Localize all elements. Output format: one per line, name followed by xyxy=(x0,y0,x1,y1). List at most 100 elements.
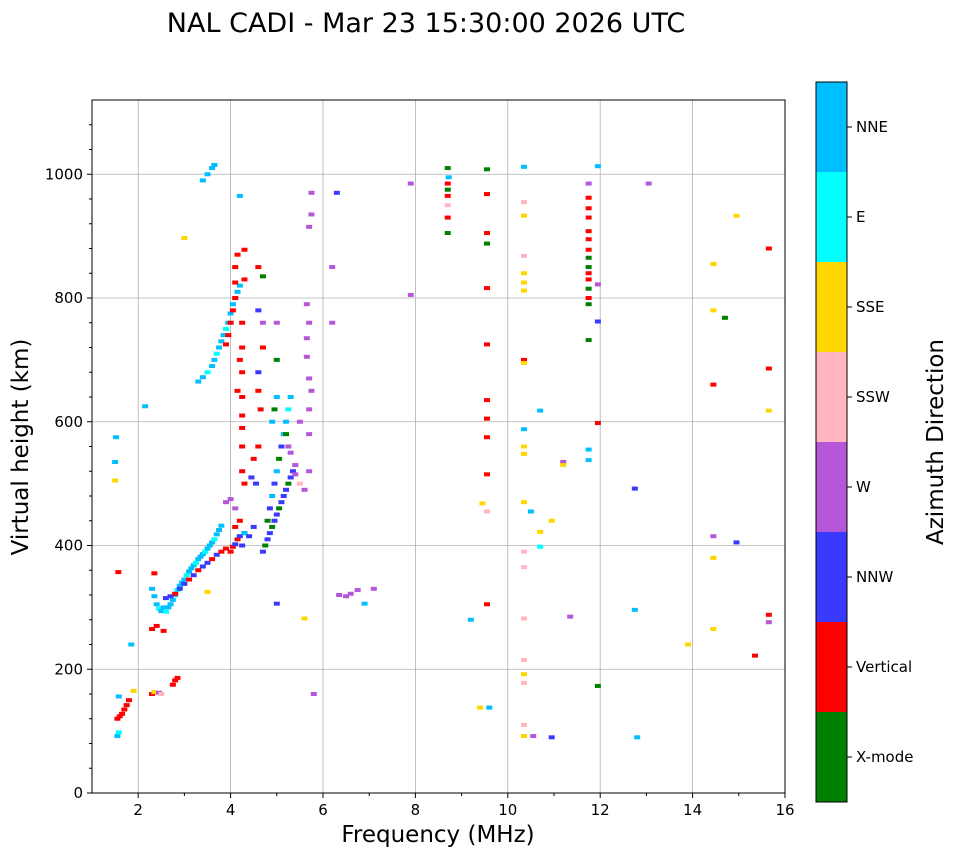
data-point xyxy=(165,605,172,610)
data-point xyxy=(520,616,527,621)
data-point xyxy=(227,497,234,502)
data-point xyxy=(232,542,239,547)
data-point xyxy=(721,315,728,320)
data-point xyxy=(204,589,211,594)
data-point xyxy=(149,586,156,591)
data-point xyxy=(232,280,239,285)
data-point xyxy=(206,543,213,548)
data-point xyxy=(306,407,313,412)
data-point xyxy=(520,657,527,662)
data-point xyxy=(262,543,269,548)
data-point xyxy=(116,714,123,719)
data-point xyxy=(548,518,555,523)
data-point xyxy=(273,395,280,399)
data-point xyxy=(585,237,592,242)
data-point xyxy=(239,395,246,399)
data-point xyxy=(585,447,592,452)
data-point xyxy=(114,716,121,721)
data-point xyxy=(585,247,592,252)
data-point xyxy=(444,231,451,236)
data-point xyxy=(162,609,169,614)
data-point xyxy=(520,444,527,449)
data-point xyxy=(336,593,343,597)
data-point xyxy=(733,213,740,218)
colorbar-segment xyxy=(816,442,847,532)
data-point xyxy=(484,509,491,514)
data-point xyxy=(264,518,271,523)
data-point xyxy=(271,518,278,523)
data-point xyxy=(484,342,491,347)
data-point xyxy=(444,193,451,198)
data-point xyxy=(227,549,234,554)
data-point xyxy=(255,265,262,270)
data-point xyxy=(484,167,491,172)
data-point xyxy=(444,187,451,192)
data-point xyxy=(361,601,368,606)
data-point xyxy=(125,698,132,703)
data-point xyxy=(199,564,206,569)
data-point xyxy=(765,612,772,617)
data-point xyxy=(444,181,451,186)
data-point xyxy=(751,653,758,658)
data-point xyxy=(216,528,223,533)
x-tick-label: 8 xyxy=(411,801,421,819)
data-point xyxy=(520,271,527,276)
data-point xyxy=(273,320,280,325)
colorbar-category-label: E xyxy=(856,208,865,226)
data-point xyxy=(370,586,377,591)
data-point xyxy=(520,213,527,218)
colorbar-category-label: NNW xyxy=(856,568,893,586)
data-point xyxy=(211,357,218,362)
grid-lines xyxy=(92,100,786,794)
data-point xyxy=(560,463,567,468)
data-point xyxy=(239,413,246,418)
data-point xyxy=(520,200,527,205)
data-point xyxy=(585,195,592,200)
data-point xyxy=(594,164,601,169)
data-point xyxy=(169,597,176,602)
data-point xyxy=(585,296,592,300)
data-point xyxy=(301,616,308,621)
colorbar-category-label: SSE xyxy=(856,298,885,316)
colorbar-label: Azimuth Direction xyxy=(923,339,949,545)
data-point xyxy=(520,549,527,554)
data-point xyxy=(229,302,236,307)
data-point xyxy=(255,444,262,449)
data-point xyxy=(306,224,313,229)
data-point xyxy=(273,601,280,606)
data-point xyxy=(204,546,211,551)
data-point xyxy=(585,277,592,282)
data-point xyxy=(594,420,601,425)
data-point xyxy=(484,435,491,440)
data-point xyxy=(585,302,592,307)
data-point xyxy=(259,274,266,279)
data-point xyxy=(520,672,527,677)
data-point xyxy=(176,583,183,588)
data-point xyxy=(285,407,292,412)
data-point xyxy=(218,549,225,554)
data-point xyxy=(537,544,544,549)
data-point xyxy=(234,388,241,393)
data-point xyxy=(631,607,638,612)
data-point xyxy=(567,614,574,619)
data-point xyxy=(266,506,273,511)
data-point xyxy=(199,178,206,183)
colorbar-segment xyxy=(816,172,847,262)
data-point xyxy=(594,282,601,287)
data-point xyxy=(222,500,229,505)
y-tick-label: 200 xyxy=(54,660,83,678)
data-point xyxy=(585,181,592,186)
data-point xyxy=(347,591,354,596)
data-point xyxy=(710,534,717,539)
data-point xyxy=(266,531,273,536)
data-point xyxy=(631,486,638,491)
data-point xyxy=(222,342,229,347)
data-point xyxy=(216,345,223,350)
data-point xyxy=(232,524,239,529)
x-tick-label: 12 xyxy=(591,801,610,819)
data-point xyxy=(222,326,229,331)
data-point xyxy=(444,203,451,208)
data-point xyxy=(479,501,486,506)
y-axis-label: Virtual height (km) xyxy=(8,339,34,556)
